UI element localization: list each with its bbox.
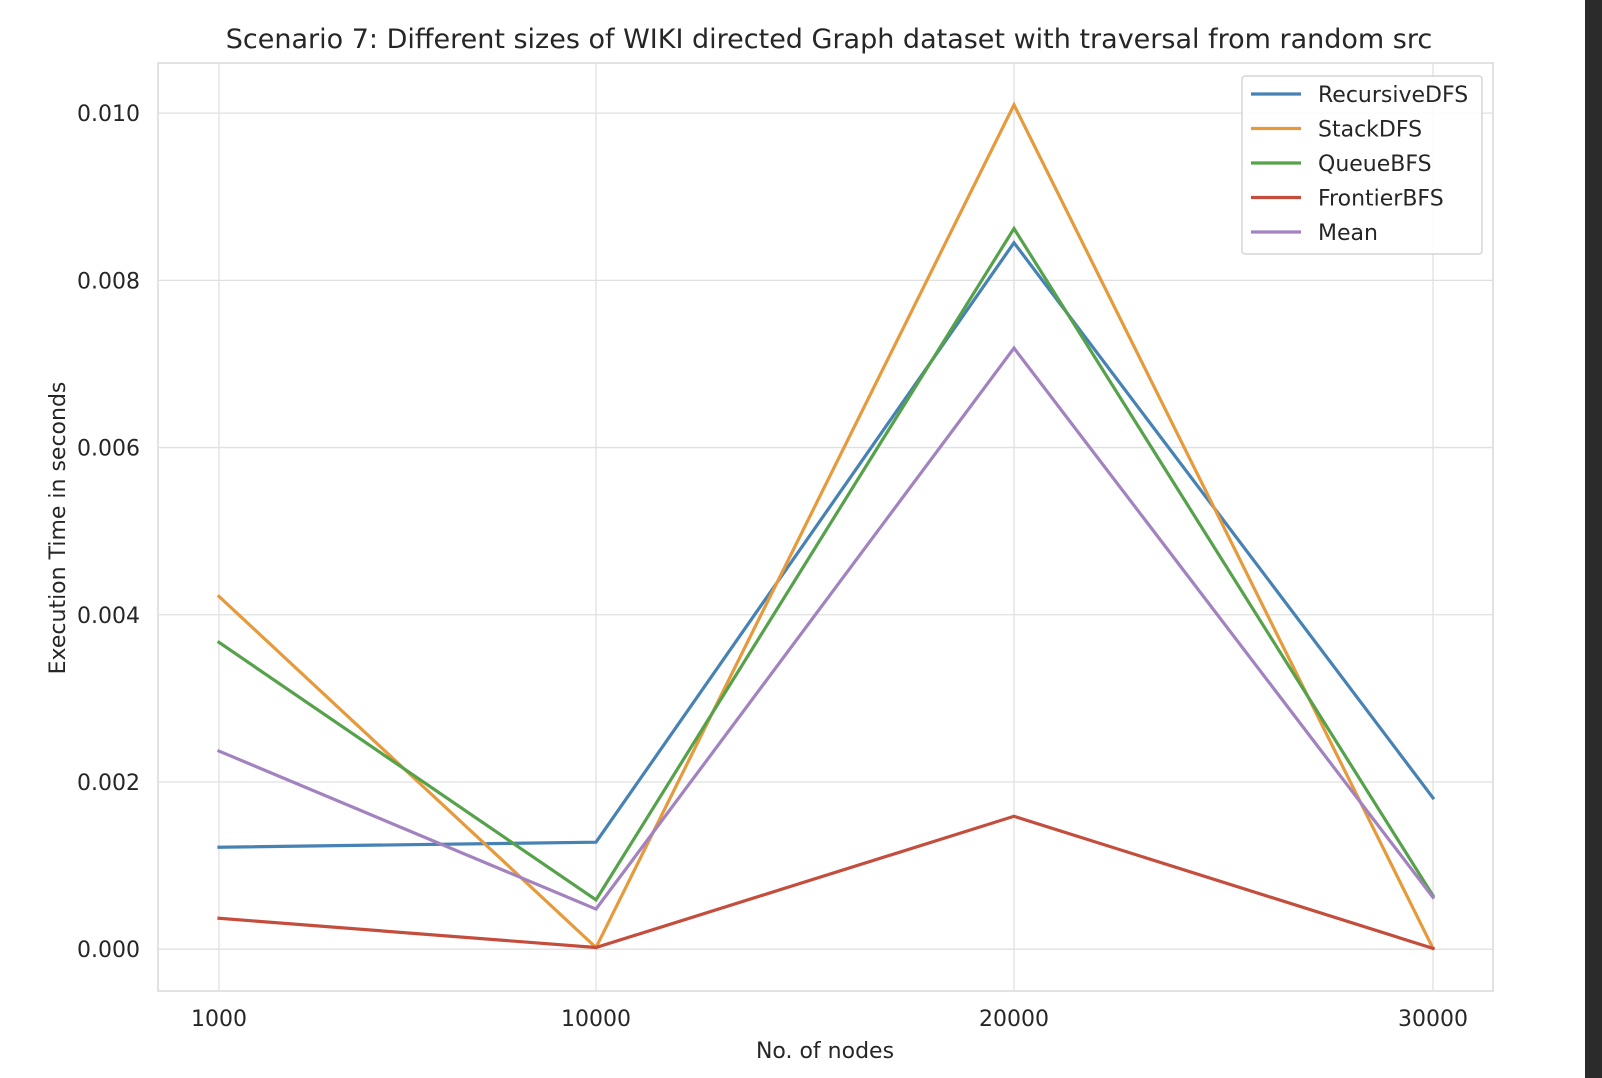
y-tick-label: 0.008 [77,269,140,294]
y-tick-label: 0.010 [77,102,140,127]
legend-box [1241,75,1483,255]
legend-label: StackDFS [1318,118,1422,143]
legend-label: QueueBFS [1318,152,1432,177]
window-edge [1585,0,1602,1078]
y-tick-label: 0.002 [77,771,140,796]
legend-label: Mean [1318,221,1378,246]
series-line-frontierbfs [217,814,1436,951]
x-axis-ticks: 1000 10000 20000 30000 [191,1007,1468,1032]
y-axis-label: Execution Time in seconds [46,382,71,675]
series-line-recursivedfs [217,240,1436,849]
legend-label: FrontierBFS [1318,187,1444,212]
y-tick-label: 0.004 [77,604,140,629]
y-tick-label: 0.006 [77,437,140,462]
series-line-mean [216,345,1436,912]
legend: RecursiveDFS StackDFS QueueBFS FrontierBFS M… [1241,75,1483,255]
x-axis-label: No. of nodes [756,1039,894,1064]
series-line-queuebfs [216,225,1436,903]
x-tick-label: 30000 [1398,1007,1468,1032]
legend-label: RecursiveDFS [1318,83,1468,108]
series-lines [216,101,1436,951]
x-tick-label: 20000 [979,1007,1049,1032]
chart-title: Scenario 7: Different sizes of WIKI dire… [226,24,1432,55]
x-tick-label: 1000 [191,1007,247,1032]
x-tick-label: 10000 [561,1007,631,1032]
y-tick-label: 0.000 [77,938,140,963]
y-axis-ticks: 0.000 0.002 0.004 0.006 0.008 0.010 [77,102,140,963]
